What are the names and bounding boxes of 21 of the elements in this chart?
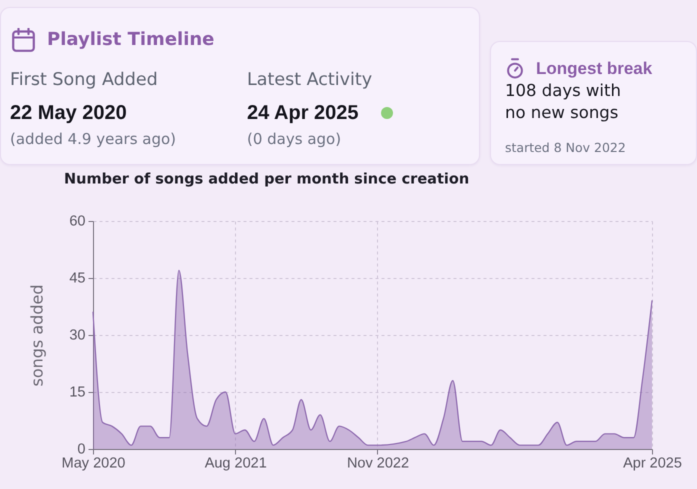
x-tick-label: May 2020	[62, 456, 126, 472]
y-tick-label: 15	[69, 384, 86, 400]
text: Playlist Timeline	[47, 28, 214, 52]
text: First Song Added	[10, 69, 158, 92]
text: (added 4.9 years ago)	[10, 129, 176, 150]
text: 24 Apr 2025	[247, 101, 359, 125]
text: 22 May 2020	[10, 101, 127, 125]
x-tick-label: Aug 2021	[204, 456, 267, 472]
y-tick-label: 60	[69, 214, 86, 230]
y-axis-title: songs added	[28, 284, 46, 386]
text: Latest Activity	[247, 69, 372, 92]
text: started 8 Nov 2022	[505, 139, 626, 157]
y-tick-label: 30	[69, 328, 86, 344]
y-tick-label: 45	[69, 270, 86, 286]
text: (0 days ago)	[247, 129, 342, 150]
y-tick-label: 0	[77, 442, 86, 458]
x-tick-label: Nov 2022	[346, 456, 410, 472]
text: Longest break	[536, 58, 652, 80]
text: 108 days with no new songs	[505, 80, 622, 124]
x-tick-label: Apr 2025	[623, 456, 682, 472]
chart-title: Number of songs added per month since creation	[64, 172, 470, 188]
